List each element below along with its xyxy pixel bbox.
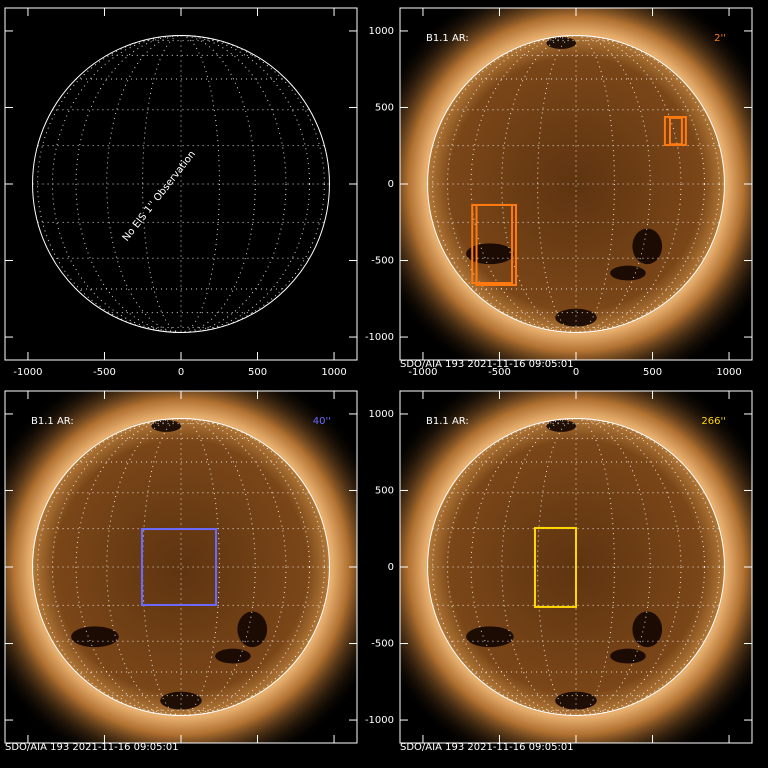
x-tick-label: -1000 <box>13 367 42 378</box>
meridian <box>537 35 615 333</box>
x-tick-label: 500 <box>643 367 662 378</box>
resolution-label: 2'' <box>714 33 726 44</box>
meridian <box>501 35 651 333</box>
y-tick-label: 500 <box>375 102 394 113</box>
limb <box>427 35 725 333</box>
limb <box>32 35 330 333</box>
coronal-hole <box>555 691 597 710</box>
y-tick-label: 1000 <box>369 409 394 420</box>
panel-label: B1.1 AR: <box>426 33 469 44</box>
panel <box>400 391 752 743</box>
x-tick-label: -500 <box>488 367 511 378</box>
solar-disk <box>32 418 330 716</box>
coronal-hole <box>546 37 576 49</box>
x-tick-label: 0 <box>178 367 184 378</box>
coronal-hole <box>632 611 663 648</box>
x-tick-label: 1000 <box>321 367 346 378</box>
limb <box>427 418 725 716</box>
meridian <box>432 35 720 333</box>
coronal-hole <box>151 420 181 432</box>
x-tick-label: -1000 <box>408 367 437 378</box>
coronal-hole <box>466 626 514 648</box>
footer: SDO/AIA 193 2021-11-16 09:05:01 <box>5 742 179 753</box>
y-tick-label: 0 <box>388 179 394 190</box>
region-box <box>140 528 218 606</box>
coronal-hole <box>71 626 119 648</box>
y-tick-label: -500 <box>371 256 394 267</box>
solar-disk <box>427 35 725 333</box>
meridian <box>37 418 325 716</box>
x-tick-label: 1000 <box>716 367 741 378</box>
coronal-hole <box>215 648 251 664</box>
resolution-label: 40'' <box>313 416 331 427</box>
meridian <box>446 418 706 716</box>
meridian <box>446 35 706 333</box>
y-tick-label: 500 <box>375 485 394 496</box>
meridian <box>51 35 311 333</box>
y-tick-label: 0 <box>388 562 394 573</box>
meridian <box>537 418 615 716</box>
region-box <box>668 116 683 146</box>
meridian <box>37 35 325 333</box>
meridian <box>432 418 720 716</box>
panel <box>32 35 330 333</box>
footer: SDO/AIA 193 2021-11-16 09:05:01 <box>400 359 574 370</box>
coronal-hole <box>610 265 646 281</box>
y-tick-label: -500 <box>371 639 394 650</box>
resolution-label: 266'' <box>701 416 726 427</box>
meridian <box>106 418 256 716</box>
x-tick-label: 0 <box>573 367 579 378</box>
y-tick-label: -1000 <box>365 332 394 343</box>
coronal-hole <box>610 648 646 664</box>
coronal-hole <box>466 243 514 265</box>
coronal-hole <box>160 691 202 710</box>
y-tick-label: 1000 <box>369 26 394 37</box>
x-tick-label: 500 <box>248 367 267 378</box>
meridian <box>51 418 311 716</box>
footer: SDO/AIA 193 2021-11-16 09:05:01 <box>400 742 574 753</box>
meridian <box>501 418 651 716</box>
coronal-hole <box>632 228 663 265</box>
limb <box>32 418 330 716</box>
region-box <box>475 203 518 287</box>
meridian <box>106 35 256 333</box>
panel-label: B1.1 AR: <box>31 416 74 427</box>
coronal-hole <box>546 420 576 432</box>
y-tick-label: -1000 <box>365 715 394 726</box>
coronal-hole <box>555 308 597 327</box>
panel-label: B1.1 AR: <box>426 416 469 427</box>
region-box <box>533 526 578 608</box>
panel <box>5 391 357 743</box>
coronal-hole <box>237 611 268 648</box>
panel <box>400 8 752 360</box>
x-tick-label: -500 <box>93 367 116 378</box>
